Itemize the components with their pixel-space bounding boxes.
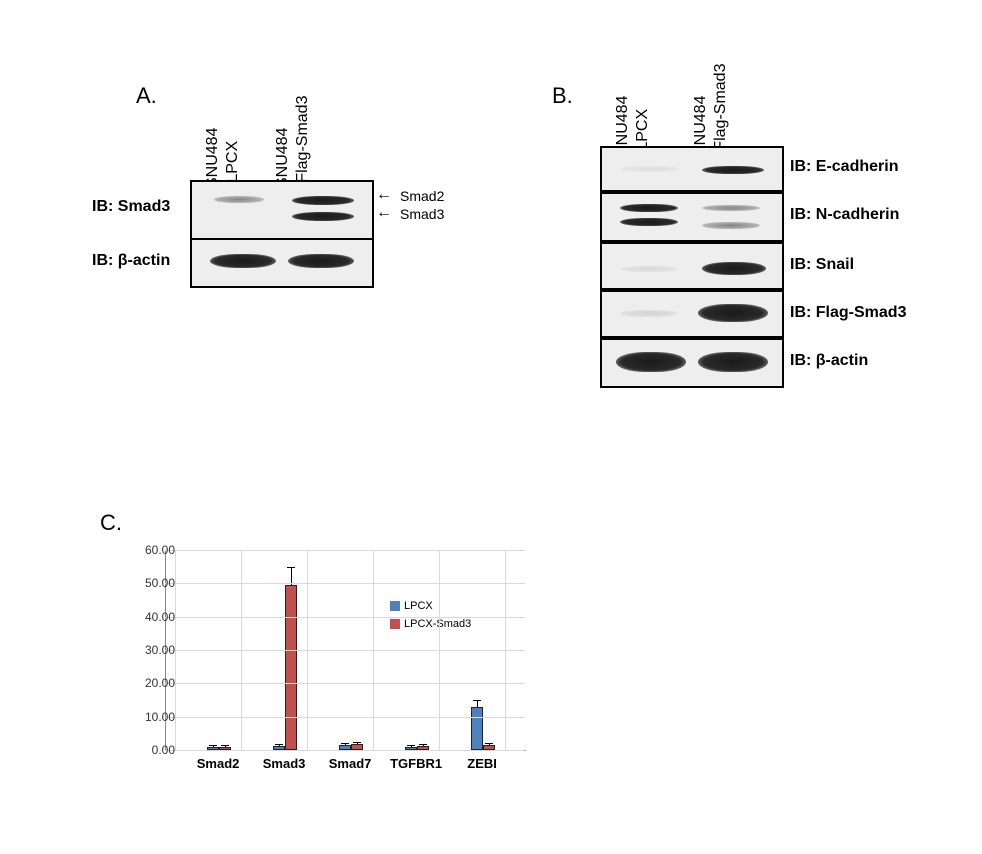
legend-swatch-lpcx-smad3 [390,619,400,629]
panel-c-chart: LPCX LPCX-Smad3 0.00 10.00 20.00 30.00 40.00… [110,540,540,800]
arrow-smad2-label: Smad2 [400,188,444,204]
chart-gridline [165,550,525,551]
panel-a-row1-label: IB: β-actin [92,252,170,270]
panel-a-lane1-line1: SNU484 [204,128,222,188]
chart-errorcap [485,743,493,744]
panel-a-blot-actin [190,238,374,288]
chart-errorcap [275,744,283,745]
chart-errorbar [213,746,214,747]
chart-errorcap [353,742,361,743]
panel-b-row0-label: IB: E-cadherin [790,158,898,176]
panel-a-row0-label: IB: Smad3 [92,198,170,216]
arrow-smad3-icon: ← [376,204,392,222]
panel-b-label: B. [552,83,573,109]
chart-errorbar [345,744,346,745]
legend-lpcx: LPCX [390,600,433,612]
chart-xlabel: Smad2 [188,756,248,771]
arrow-smad3-label: Smad3 [400,206,444,222]
chart-vgrid [505,550,506,750]
chart-gridline [165,650,525,651]
chart-errorcap [419,744,427,745]
chart-xlabel: TGFBR1 [386,756,446,771]
panel-a-label: A. [136,83,157,109]
chart-vgrid [241,550,242,750]
panel-b-blot-flag [600,290,784,338]
panel-b-lane2-line2: -Flag-Smad3 [712,64,730,156]
chart-errorcap [473,700,481,701]
legend-swatch-lpcx [390,601,400,611]
chart-ytick: 60.00 [130,543,175,557]
chart-errorcap [341,743,349,744]
chart-gridline [165,583,525,584]
chart-xlabel: ZEBI [452,756,512,771]
chart-errorbar [411,746,412,747]
chart-gridline [165,683,525,684]
chart-errorcap [221,745,229,746]
chart-errorbar [225,746,226,747]
legend-lpcx-smad3-label: LPCX-Smad3 [404,618,471,630]
chart-ytick: 30.00 [130,643,175,657]
chart-vgrid [307,550,308,750]
chart-xlabel: Smad3 [254,756,314,771]
legend-lpcx-smad3: LPCX-Smad3 [390,618,471,630]
panel-b-row2-label: IB: Snail [790,256,854,274]
chart-errorbar [423,745,424,746]
legend-lpcx-label: LPCX [404,600,433,612]
chart-errorcap [287,567,295,568]
chart-vgrid [175,550,176,750]
chart-ytick: 50.00 [130,576,175,590]
chart-gridline [165,717,525,718]
chart-errorbar [489,744,490,745]
chart-ytick: 0.00 [130,743,175,757]
chart-ytick: 20.00 [130,676,175,690]
chart-bar [471,707,483,750]
chart-errorcap [407,745,415,746]
arrow-smad2-icon: ← [376,186,392,204]
chart-ytick: 40.00 [130,610,175,624]
chart-bar [285,585,297,750]
panel-a-lane2-line2: -Flag-Smad3 [294,96,312,188]
chart-errorcap [209,745,217,746]
panel-c-label: C. [100,510,122,536]
chart-errorbar [357,743,358,744]
chart-gridline [165,617,525,618]
panel-b-blot-actin [600,338,784,388]
chart-vgrid [373,550,374,750]
panel-b-row4-label: IB: β-actin [790,352,868,370]
panel-b-blot-snail [600,242,784,290]
panel-b-blot-ecad [600,146,784,192]
panel-b-row1-label: IB: N-cadherin [790,206,899,224]
panel-a-lane2-line1: SNU484 [274,128,292,188]
chart-errorbar [279,745,280,746]
chart-vgrid [439,550,440,750]
chart-xlabel: Smad7 [320,756,380,771]
panel-a-blot-smad3 [190,180,374,240]
panel-b-blot-ncad [600,192,784,242]
panel-b-row3-label: IB: Flag-Smad3 [790,304,906,322]
chart-gridline [165,750,525,751]
chart-ytick: 10.00 [130,710,175,724]
chart-errorbar [477,701,478,707]
